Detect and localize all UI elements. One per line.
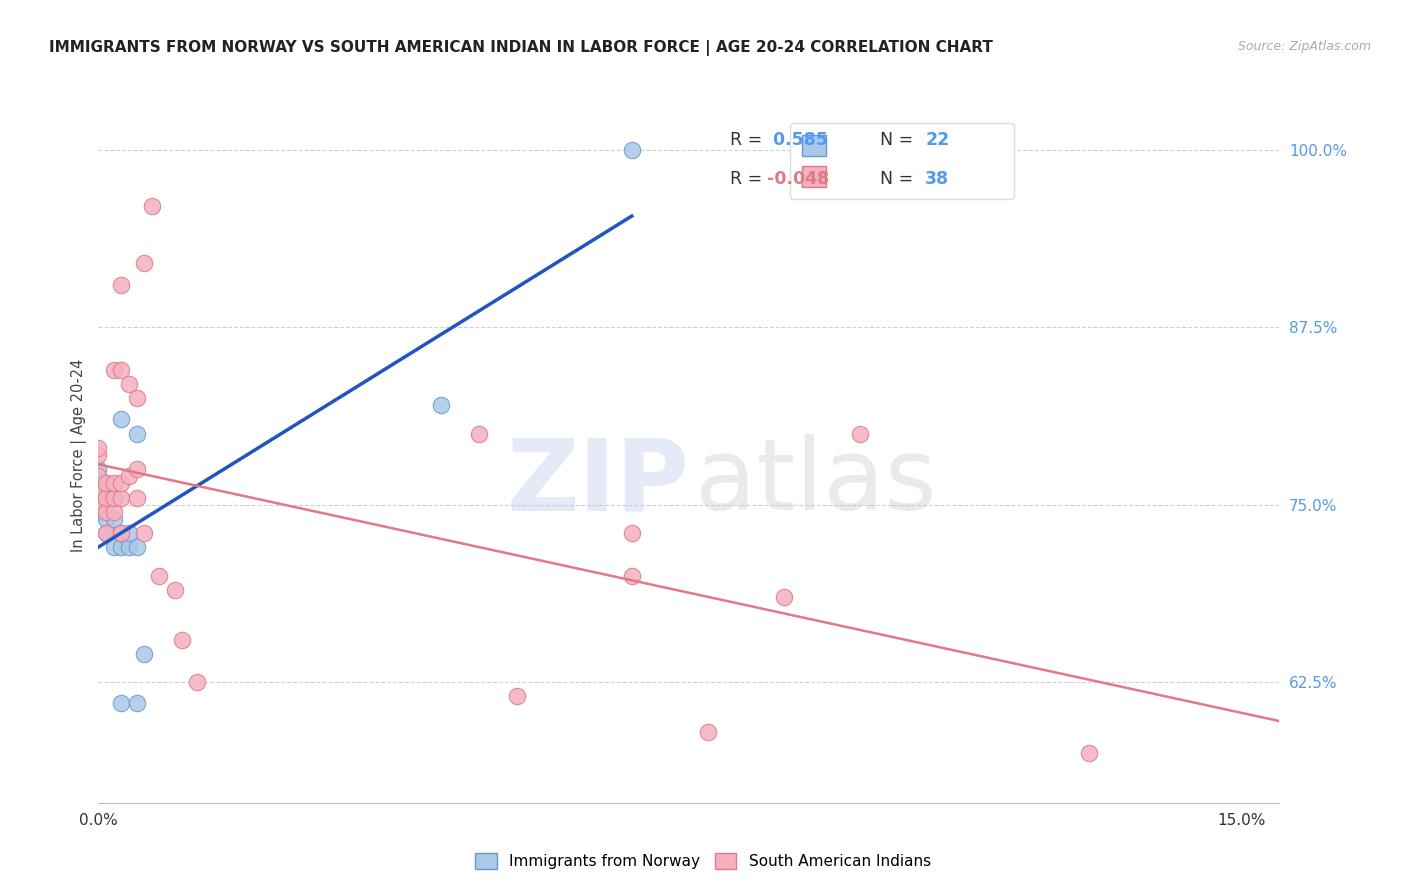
- Point: [506, 690, 529, 704]
- Point: [110, 540, 132, 554]
- Point: [468, 426, 491, 441]
- Point: [172, 632, 194, 647]
- Point: [110, 412, 132, 426]
- Point: [134, 526, 156, 541]
- Point: [620, 143, 643, 157]
- Text: R =: R =: [730, 169, 768, 187]
- Text: 0.585: 0.585: [766, 131, 828, 149]
- Point: [87, 498, 110, 512]
- Point: [125, 540, 148, 554]
- Point: [94, 526, 117, 541]
- Text: -0.048: -0.048: [766, 169, 830, 187]
- Point: [103, 491, 125, 505]
- Point: [110, 476, 132, 491]
- Point: [163, 582, 186, 597]
- Point: [620, 526, 643, 541]
- Point: [110, 491, 132, 505]
- Point: [87, 469, 110, 483]
- Point: [430, 398, 453, 412]
- Point: [94, 476, 117, 491]
- Point: [103, 491, 125, 505]
- Point: [94, 505, 117, 519]
- Text: R =: R =: [730, 131, 768, 149]
- Text: 38: 38: [925, 169, 949, 187]
- Text: Source: ZipAtlas.com: Source: ZipAtlas.com: [1237, 40, 1371, 54]
- Point: [94, 491, 117, 505]
- Text: ZIP: ZIP: [506, 434, 689, 532]
- Point: [94, 491, 117, 505]
- Text: N =: N =: [880, 169, 920, 187]
- Point: [87, 491, 110, 505]
- Point: [118, 526, 141, 541]
- Text: N =: N =: [880, 131, 920, 149]
- Point: [125, 491, 148, 505]
- Point: [110, 526, 132, 541]
- Point: [94, 476, 117, 491]
- Y-axis label: In Labor Force | Age 20-24: In Labor Force | Age 20-24: [72, 359, 87, 551]
- Legend:                               ,                               : ,: [790, 123, 1014, 199]
- Point: [110, 362, 132, 376]
- Point: [697, 724, 720, 739]
- Point: [118, 469, 141, 483]
- Point: [849, 426, 872, 441]
- Point: [103, 476, 125, 491]
- Point: [87, 448, 110, 462]
- Point: [118, 376, 141, 391]
- Point: [134, 256, 156, 270]
- Point: [110, 277, 132, 292]
- Point: [87, 462, 110, 476]
- Point: [125, 697, 148, 711]
- Point: [103, 540, 125, 554]
- Point: [141, 199, 163, 213]
- Point: [87, 483, 110, 498]
- Legend: Immigrants from Norway, South American Indians: Immigrants from Norway, South American I…: [470, 847, 936, 875]
- Text: IMMIGRANTS FROM NORWAY VS SOUTH AMERICAN INDIAN IN LABOR FORCE | AGE 20-24 CORRE: IMMIGRANTS FROM NORWAY VS SOUTH AMERICAN…: [49, 40, 993, 56]
- Point: [773, 590, 796, 604]
- Point: [620, 568, 643, 582]
- Point: [94, 512, 117, 526]
- Point: [103, 362, 125, 376]
- Point: [1078, 746, 1101, 760]
- Point: [110, 526, 132, 541]
- Point: [125, 426, 148, 441]
- Point: [87, 441, 110, 455]
- Point: [110, 697, 132, 711]
- Point: [125, 462, 148, 476]
- Point: [125, 391, 148, 405]
- Text: atlas: atlas: [695, 434, 936, 532]
- Point: [103, 512, 125, 526]
- Point: [94, 526, 117, 541]
- Point: [103, 505, 125, 519]
- Point: [87, 505, 110, 519]
- Point: [134, 647, 156, 661]
- Point: [118, 540, 141, 554]
- Point: [186, 675, 208, 690]
- Point: [148, 568, 170, 582]
- Text: 22: 22: [925, 131, 949, 149]
